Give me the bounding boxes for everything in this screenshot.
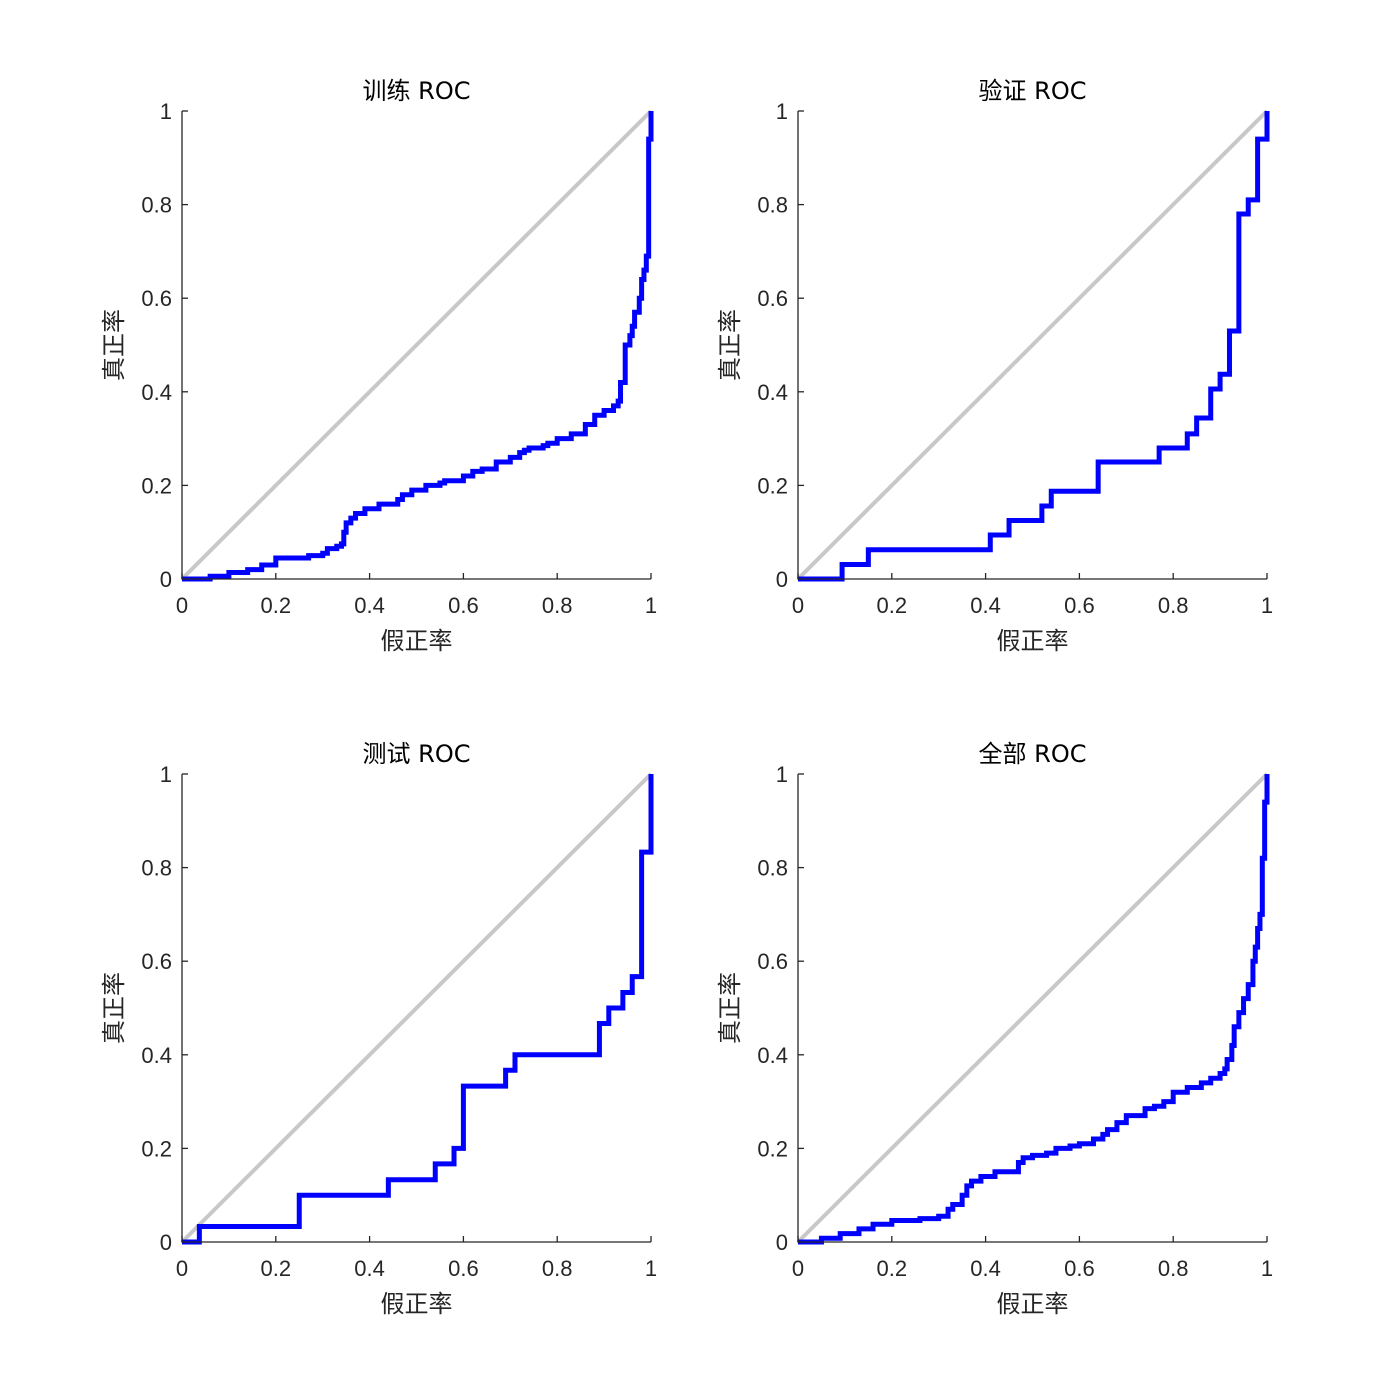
y-tick-label: 0 <box>160 1230 172 1255</box>
y-tick-label: 1 <box>160 99 172 124</box>
y-tick-label: 0 <box>160 567 172 592</box>
y-axis-title: 真正率 <box>100 309 128 381</box>
y-tick-label: 0 <box>776 567 788 592</box>
x-tick-label: 1 <box>1261 1256 1273 1281</box>
roc-panel-test: 测试 ROC 假正率 真正率 0 0.2 0.4 0.6 0.8 1 0 0.2 0.4 0.6 0… <box>100 740 657 1318</box>
x-tick-label: 0.8 <box>542 593 573 618</box>
x-axis-title: 假正率 <box>997 627 1069 655</box>
y-tick-label: 0.4 <box>141 380 172 405</box>
y-tick-label: 0.6 <box>757 286 788 311</box>
diagonal-reference-line <box>796 772 1269 1244</box>
x-tick-label: 0.8 <box>1158 593 1189 618</box>
y-tick-label: 0.8 <box>141 856 172 881</box>
y-tick-label: 0.4 <box>141 1043 172 1068</box>
panel-title: 测试 ROC <box>363 740 471 768</box>
diagonal-reference-line <box>180 772 653 1244</box>
y-tick-label: 0.6 <box>757 949 788 974</box>
y-tick-label: 0.2 <box>757 1136 788 1161</box>
y-tick-label: 0.2 <box>141 473 172 498</box>
x-tick-label: 0.2 <box>261 593 292 618</box>
x-tick-label: 0.4 <box>970 1256 1001 1281</box>
x-tick-label: 0.6 <box>448 1256 479 1281</box>
diagonal-reference-line <box>180 109 653 581</box>
roc-curve <box>182 111 654 582</box>
y-tick-label: 0.8 <box>757 856 788 881</box>
diagonal-reference-line <box>796 109 1269 581</box>
x-tick-label: 1 <box>1261 593 1273 618</box>
x-tick-label: 0.8 <box>542 1256 573 1281</box>
roc-panel-training: 训练 ROC 假正率 真正率 0 0.2 0.4 0.6 0.8 1 0 0.2 0.4 0.6 0… <box>100 77 657 655</box>
y-tick-label: 1 <box>776 762 788 787</box>
x-tick-label: 0.8 <box>1158 1256 1189 1281</box>
x-tick-label: 0 <box>176 1256 188 1281</box>
x-axis-title: 假正率 <box>381 627 453 655</box>
x-tick-label: 0.2 <box>877 1256 908 1281</box>
x-tick-label: 1 <box>645 1256 657 1281</box>
x-axis-title: 假正率 <box>381 1290 453 1318</box>
y-tick-label: 0.4 <box>757 1043 788 1068</box>
roc-panel-all: 全部 ROC 假正率 真正率 0 0.2 0.4 0.6 0.8 1 0 0.2 0.4 0.6 0… <box>716 740 1273 1318</box>
y-axis-title: 真正率 <box>716 309 744 381</box>
panel-title: 验证 ROC <box>979 77 1087 105</box>
y-tick-label: 0.2 <box>141 1136 172 1161</box>
x-axis-title: 假正率 <box>997 1290 1069 1318</box>
y-tick-label: 0 <box>776 1230 788 1255</box>
y-tick-label: 0.8 <box>757 193 788 218</box>
x-tick-label: 1 <box>645 593 657 618</box>
y-tick-label: 0.6 <box>141 949 172 974</box>
y-tick-label: 1 <box>776 99 788 124</box>
x-tick-label: 0.6 <box>1064 1256 1095 1281</box>
x-tick-label: 0.4 <box>970 593 1001 618</box>
x-tick-label: 0.4 <box>354 1256 385 1281</box>
y-tick-label: 0.6 <box>141 286 172 311</box>
y-tick-label: 1 <box>160 762 172 787</box>
x-tick-label: 0.4 <box>354 593 385 618</box>
roc-curve <box>798 111 1270 582</box>
panel-title: 训练 ROC <box>363 77 471 105</box>
y-tick-label: 0.4 <box>757 380 788 405</box>
roc-panel-validation: 验证 ROC 假正率 真正率 0 0.2 0.4 0.6 0.8 1 0 0.2 0.4 0.6 0… <box>716 77 1273 655</box>
x-tick-label: 0.2 <box>877 593 908 618</box>
roc-curve <box>798 774 1270 1245</box>
x-tick-label: 0.6 <box>448 593 479 618</box>
y-tick-label: 0.8 <box>141 193 172 218</box>
x-tick-label: 0 <box>792 1256 804 1281</box>
x-tick-label: 0 <box>176 593 188 618</box>
x-tick-label: 0.6 <box>1064 593 1095 618</box>
y-tick-label: 0.2 <box>757 473 788 498</box>
roc-curve <box>182 774 654 1245</box>
y-axis-title: 真正率 <box>100 972 128 1044</box>
y-axis-title: 真正率 <box>716 972 744 1044</box>
panel-title: 全部 ROC <box>979 740 1087 768</box>
x-tick-label: 0.2 <box>261 1256 292 1281</box>
x-tick-label: 0 <box>792 593 804 618</box>
